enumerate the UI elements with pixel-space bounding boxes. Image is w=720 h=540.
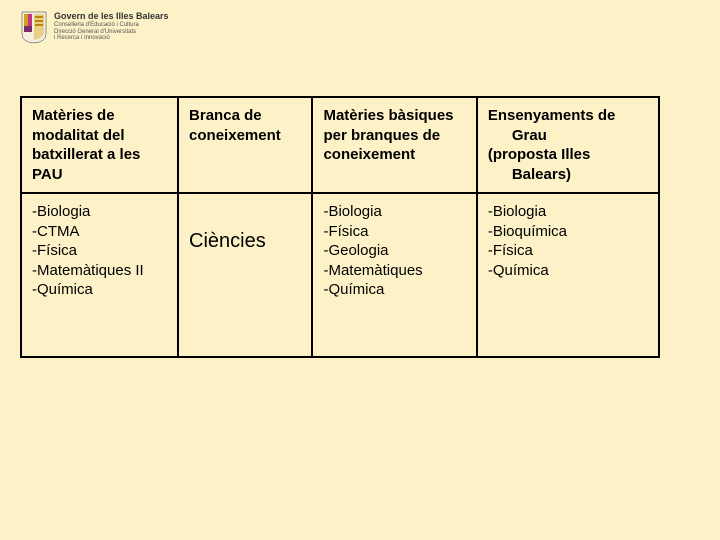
table-header-row: Matèries de modalitat del batxillerat a … bbox=[21, 97, 659, 193]
header-col4-balears: Balears) bbox=[488, 165, 648, 185]
list-item: -Física bbox=[32, 242, 77, 259]
header-col4-grau: Grau bbox=[488, 126, 648, 146]
cell-materies-modalitat: -Biologia -CTMA -Física -Matemàtiques II… bbox=[21, 193, 178, 357]
list-item: -Biologia bbox=[32, 203, 90, 220]
list-item: -Química bbox=[323, 281, 384, 298]
cell-ensenyaments: -Biologia -Bioquímica -Física -Química bbox=[477, 193, 659, 357]
logo-sub3: i Recerca i Innovació bbox=[54, 35, 169, 42]
list-item: -Física bbox=[488, 242, 533, 259]
list-item: -Química bbox=[32, 281, 93, 298]
list-item: -Biologia bbox=[488, 203, 546, 220]
table-row: -Biologia -CTMA -Física -Matemàtiques II… bbox=[21, 193, 659, 357]
list-item: -Química bbox=[488, 262, 549, 279]
header-col4-line2: (proposta Illes bbox=[488, 146, 591, 163]
list-item: -Física bbox=[323, 223, 368, 240]
curriculum-table: Matèries de modalitat del batxillerat a … bbox=[20, 96, 660, 358]
list-item: -Matemàtiques bbox=[323, 262, 422, 279]
list-item: -Biologia bbox=[323, 203, 381, 220]
shield-icon bbox=[20, 10, 48, 44]
logo-sub2: Direcció General d'Universitats bbox=[54, 29, 169, 36]
cell-materies-basiques: -Biologia -Física -Geologia -Matemàtique… bbox=[312, 193, 476, 357]
list-item: -CTMA bbox=[32, 223, 80, 240]
cell-branca: Ciències bbox=[178, 193, 312, 357]
list-item: -Geologia bbox=[323, 242, 388, 259]
header-branca: Branca de coneixement bbox=[178, 97, 312, 193]
logo-sub1: Conselleria d'Educació i Cultura bbox=[54, 22, 169, 29]
header-materies-basiques: Matèries bàsiques per branques de coneix… bbox=[312, 97, 476, 193]
header-materies-modalitat: Matèries de modalitat del batxillerat a … bbox=[21, 97, 178, 193]
gov-logo: Govern de les Illes Balears Conselleria … bbox=[20, 10, 169, 44]
list-item: -Matemàtiques II bbox=[32, 262, 144, 279]
header-ensenyaments: Ensenyaments de Grau (proposta Illes Bal… bbox=[477, 97, 659, 193]
list-item: -Bioquímica bbox=[488, 223, 567, 240]
logo-text: Govern de les Illes Balears Conselleria … bbox=[54, 12, 169, 42]
header-col4-line1: Ensenyaments de bbox=[488, 107, 616, 124]
logo-main: Govern de les Illes Balears bbox=[54, 12, 169, 22]
